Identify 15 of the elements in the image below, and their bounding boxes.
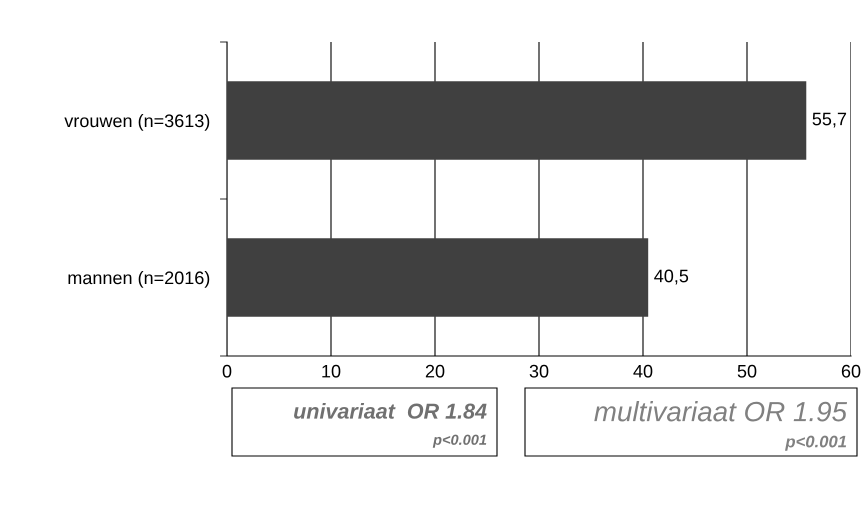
data-label: 40,5 [654, 270, 688, 284]
x-tick-label: 60 [842, 364, 860, 378]
x-tick-label: 10 [322, 364, 340, 378]
y-tick-label: vrouwen (n=3613) [64, 114, 210, 131]
text: multivariaat OR 1.95 [594, 401, 848, 422]
text: p<0.001 [432, 434, 486, 448]
x-tick-label: 0 [222, 364, 232, 378]
y-tick-label: mannen (n=2016) [68, 270, 210, 288]
text: univariaat OR 1.84 [294, 402, 487, 419]
x-tick-label: 50 [738, 364, 756, 378]
x-tick-label: 40 [633, 364, 652, 378]
text: p<0.001 [785, 436, 846, 451]
x-tick-label: 30 [530, 364, 548, 378]
x-tick-label: 20 [426, 364, 444, 378]
data-label: 55,7 [812, 112, 846, 128]
